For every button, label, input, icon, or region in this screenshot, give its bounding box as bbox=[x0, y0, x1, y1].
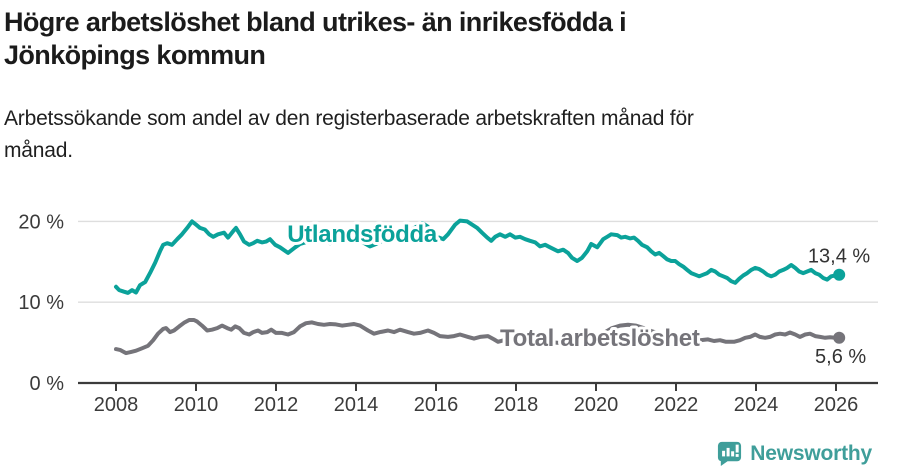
series-inline-label-total-arbetsloshet: Total arbetslöshet bbox=[500, 325, 700, 352]
series-inline-label-utlandsfodda: Utlandsfödda bbox=[287, 221, 438, 248]
x-tick-label: 2018 bbox=[494, 394, 539, 416]
x-tick-label: 2010 bbox=[174, 394, 219, 416]
logo-exclamation-stem bbox=[735, 444, 739, 453]
y-tick-label: 10 % bbox=[18, 292, 64, 314]
x-tick-label: 2014 bbox=[334, 394, 379, 416]
x-tick-label: 2022 bbox=[654, 394, 699, 416]
y-tick-label: 20 % bbox=[18, 211, 64, 233]
series-end-dot-utlandsfodda bbox=[833, 268, 846, 281]
page-title: Högre arbetslöshet bland utrikes- än inr… bbox=[4, 6, 864, 72]
logo-exclamation-dot bbox=[735, 454, 739, 457]
newsworthy-logo-text: Newsworthy bbox=[750, 441, 872, 465]
series-end-value-utlandsfodda: 13,4 % bbox=[808, 246, 870, 268]
series-end-dot-total-arbetsloshet bbox=[833, 331, 846, 344]
x-tick-label: 2020 bbox=[574, 394, 619, 416]
series-line-total-arbetsloshet bbox=[114, 318, 842, 356]
logo-bar-1 bbox=[722, 450, 726, 457]
x-tick-label: 2012 bbox=[254, 394, 299, 416]
series-line-utlandsfodda bbox=[114, 218, 842, 295]
newsworthy-logo-icon bbox=[718, 441, 742, 467]
x-tick-label: 2016 bbox=[414, 394, 459, 416]
y-tick-label: 0 % bbox=[30, 373, 65, 395]
series-end-value-total-arbetsloshet: 5,6 % bbox=[815, 346, 866, 368]
logo-bar-2 bbox=[726, 447, 730, 457]
line-chart: 0 % 10 % 20 % 2008 2010 2012 2014 2016 2018 2020 2… bbox=[18, 211, 878, 416]
page-title-line2: Jönköpings kommun bbox=[4, 39, 266, 70]
page-subtitle-line1: Arbetssökande som andel av den registerb… bbox=[4, 107, 694, 130]
logo-bar-3 bbox=[731, 451, 735, 457]
page-subtitle-line2: månad. bbox=[4, 138, 73, 162]
x-tick-label: 2008 bbox=[94, 394, 139, 416]
newsworthy-logo[interactable]: Newsworthy bbox=[716, 440, 872, 467]
page-subtitle: Arbetssökande som andel av den registerb… bbox=[4, 103, 884, 167]
page-title-line1: Högre arbetslöshet bland utrikes- än inr… bbox=[4, 7, 627, 37]
x-tick-label: 2024 bbox=[734, 394, 779, 416]
x-tick-label: 2026 bbox=[814, 394, 859, 416]
